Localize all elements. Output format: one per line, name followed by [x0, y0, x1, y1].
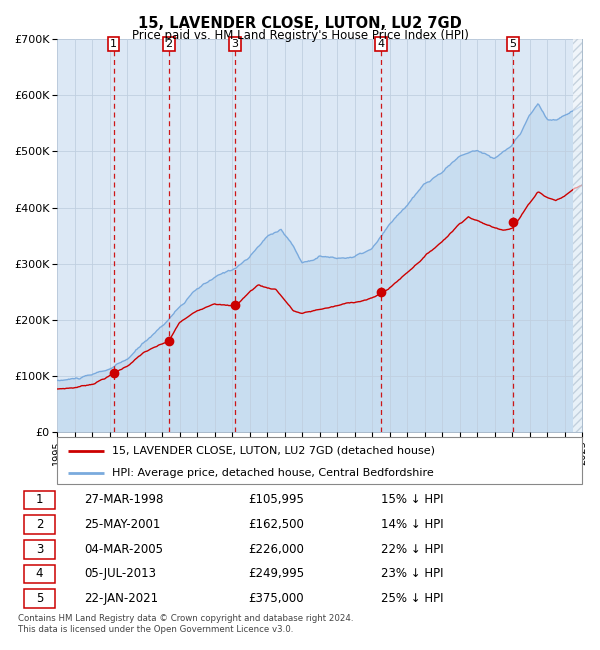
Text: 2: 2 [36, 518, 43, 531]
Bar [24, 515, 55, 534]
Text: 5: 5 [509, 39, 517, 49]
Text: 15% ↓ HPI: 15% ↓ HPI [381, 493, 443, 506]
Text: HPI: Average price, detached house, Central Bedfordshire: HPI: Average price, detached house, Cent… [112, 467, 434, 478]
Text: £249,995: £249,995 [248, 567, 305, 580]
Text: 23% ↓ HPI: 23% ↓ HPI [381, 567, 443, 580]
Text: 4: 4 [36, 567, 43, 580]
Text: 14% ↓ HPI: 14% ↓ HPI [381, 518, 443, 531]
Text: 04-MAR-2005: 04-MAR-2005 [84, 543, 163, 556]
Text: 05-JUL-2013: 05-JUL-2013 [84, 567, 156, 580]
Text: 15, LAVENDER CLOSE, LUTON, LU2 7GD: 15, LAVENDER CLOSE, LUTON, LU2 7GD [138, 16, 462, 31]
Text: 3: 3 [36, 543, 43, 556]
Text: 1: 1 [110, 39, 117, 49]
Bar [24, 590, 55, 608]
Text: £162,500: £162,500 [248, 518, 304, 531]
Text: Price paid vs. HM Land Registry's House Price Index (HPI): Price paid vs. HM Land Registry's House … [131, 29, 469, 42]
Text: £105,995: £105,995 [248, 493, 304, 506]
Text: 22% ↓ HPI: 22% ↓ HPI [381, 543, 443, 556]
Text: £226,000: £226,000 [248, 543, 304, 556]
Text: £375,000: £375,000 [248, 592, 304, 605]
Text: Contains HM Land Registry data © Crown copyright and database right 2024.
This d: Contains HM Land Registry data © Crown c… [18, 614, 353, 634]
Bar [24, 565, 55, 583]
Bar [573, 39, 584, 432]
Text: 4: 4 [377, 39, 385, 49]
Text: 3: 3 [232, 39, 238, 49]
Bar [24, 491, 55, 509]
Text: 5: 5 [36, 592, 43, 605]
Text: 1: 1 [36, 493, 43, 506]
Text: 15, LAVENDER CLOSE, LUTON, LU2 7GD (detached house): 15, LAVENDER CLOSE, LUTON, LU2 7GD (deta… [112, 445, 435, 456]
Bar [24, 540, 55, 558]
Text: 22-JAN-2021: 22-JAN-2021 [84, 592, 158, 605]
Text: 27-MAR-1998: 27-MAR-1998 [84, 493, 164, 506]
Text: 25-MAY-2001: 25-MAY-2001 [84, 518, 161, 531]
Text: 25% ↓ HPI: 25% ↓ HPI [381, 592, 443, 605]
Text: 2: 2 [166, 39, 173, 49]
